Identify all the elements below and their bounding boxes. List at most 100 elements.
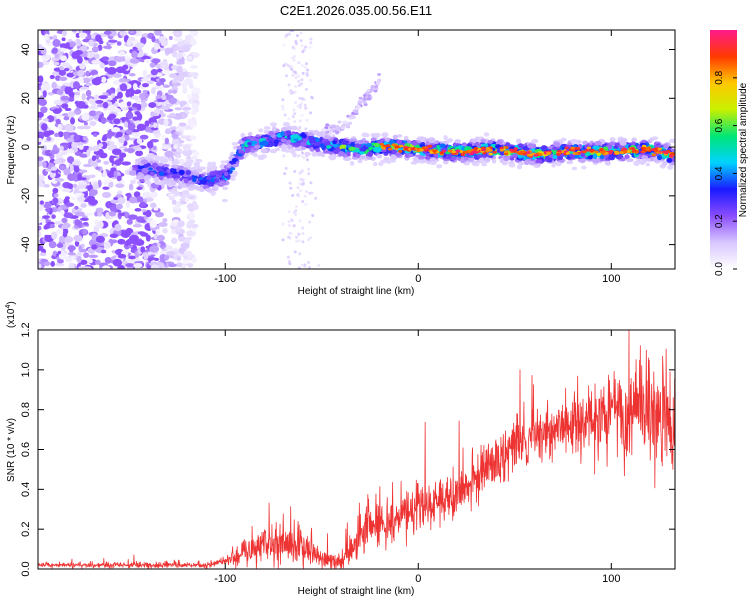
spectrogram-cell	[295, 34, 299, 38]
spectrogram-cell	[311, 151, 318, 157]
spectrogram-cell	[552, 155, 559, 159]
spectrogram-cell	[300, 101, 304, 105]
spectrogram-cell	[171, 174, 179, 179]
spectrogram-cell	[391, 149, 398, 155]
spectrogram-cell	[297, 79, 301, 83]
spectrogram-cell	[515, 138, 522, 144]
spectrogram-cell	[283, 172, 287, 176]
spectrogram-cell	[162, 84, 171, 88]
spectrogram-cell	[331, 124, 336, 128]
spectrogram-cell	[286, 130, 292, 136]
spectrogram-cell	[92, 145, 100, 152]
spectrogram-cell	[300, 78, 304, 82]
spectrogram-cell	[229, 167, 236, 171]
spectrogram-cell	[113, 80, 121, 86]
spectrogram-cell	[83, 221, 89, 226]
spectrogram-cell	[299, 31, 303, 35]
spectrogram-cell	[379, 143, 385, 146]
spectrogram-cell	[533, 154, 539, 157]
spectrogram-cell	[48, 241, 57, 249]
spectrogram-cell	[111, 127, 121, 133]
spectrogram-cell	[169, 112, 176, 118]
spectrogram-cell	[54, 132, 60, 138]
spectrogram-cell	[250, 148, 256, 153]
spectrogram-cell	[304, 202, 308, 206]
spectrogram-cell	[189, 71, 199, 77]
spectrogram-cell	[141, 167, 149, 174]
spectrogram-cell	[303, 65, 307, 69]
spectrogram-cell	[298, 125, 302, 129]
spectrogram-cell	[137, 231, 146, 235]
spectrogram-cell	[355, 153, 361, 158]
spectrogram-cell	[107, 171, 116, 178]
spectrogram-cell	[287, 117, 291, 121]
spectrogram-cell	[374, 132, 381, 138]
spectrogram-cell	[205, 187, 212, 192]
spectrogram-cell	[287, 223, 291, 227]
spectrogram-cell	[408, 153, 414, 158]
spectrogram-cell	[144, 163, 150, 168]
spectrogram-cell	[118, 135, 126, 144]
spectrogram-cell	[72, 81, 80, 89]
spectrogram-cell	[443, 135, 448, 141]
spectrogram-cell	[317, 151, 324, 156]
spectrogram-cell	[81, 113, 90, 122]
spectrogram-cell	[112, 144, 117, 148]
spectrogram-cell	[143, 58, 151, 63]
spectrogram-cell	[293, 54, 297, 58]
spectrogram-cell	[574, 147, 579, 150]
spectrogram-cell	[150, 191, 158, 198]
spectrogram-cell	[293, 120, 297, 124]
spectrogram-cell	[109, 141, 115, 146]
spectrogram-heatmap	[38, 30, 675, 269]
spectrogram-cell	[171, 89, 178, 94]
spectrogram-cell	[287, 32, 291, 36]
spectrogram-cell	[94, 259, 101, 265]
spectrogram-cell	[167, 89, 173, 94]
spectrogram-cell	[53, 159, 62, 165]
spectrogram-cell	[314, 196, 318, 200]
spectrogram-cell	[280, 138, 287, 143]
spectrogram-cell	[135, 196, 144, 203]
spectrogram-cell	[182, 143, 191, 152]
spectrogram-x-label: Height of straight line (km)	[298, 286, 415, 297]
spectrogram-cell	[187, 195, 196, 200]
spectrogram-cell	[163, 179, 170, 185]
spectrogram-cell	[190, 92, 200, 101]
spectrogram-cell	[645, 162, 651, 167]
spectrogram-cell	[187, 55, 193, 61]
snr-y-tick-label: 1.0	[20, 362, 32, 377]
spectrogram-cell	[38, 156, 44, 162]
snr-y-tick-label: 0.4	[20, 482, 32, 497]
spectrogram-cell	[126, 192, 132, 200]
spectrogram-cell	[43, 184, 50, 188]
spectrogram-cell	[247, 131, 253, 137]
spectrogram-cell	[634, 150, 639, 153]
spectrogram-cell	[292, 152, 297, 158]
spectrogram-cell	[291, 73, 295, 77]
spectrogram-cell	[552, 146, 558, 151]
spectrogram-cell	[85, 89, 92, 97]
spectrogram-cell	[207, 161, 212, 167]
spectrogram-cell	[74, 192, 82, 197]
spectrogram-cell	[359, 147, 365, 151]
spectrogram-cell	[147, 80, 154, 85]
spectrogram-cell	[135, 158, 142, 163]
spectrogram-cell	[95, 76, 102, 82]
spectrogram-cell	[403, 135, 409, 140]
spectrogram-cell	[613, 145, 619, 150]
spectrogram-cell	[419, 148, 424, 152]
spectrogram-cell	[47, 91, 55, 96]
spectrogram-cell	[187, 98, 194, 104]
spectrogram-cell	[294, 76, 298, 80]
spectrogram-cell	[428, 139, 436, 144]
spectrogram-cell	[492, 150, 497, 154]
spectrogram-cell	[432, 149, 437, 153]
spectrogram-cell	[447, 138, 454, 143]
spectrogram-cell	[546, 151, 551, 155]
spectrogram-cell	[138, 219, 146, 223]
spectrogram-cell	[150, 87, 156, 95]
spectrogram-cell	[553, 141, 561, 147]
spectrogram-cell	[100, 76, 107, 84]
spectrogram-cell	[374, 147, 382, 153]
